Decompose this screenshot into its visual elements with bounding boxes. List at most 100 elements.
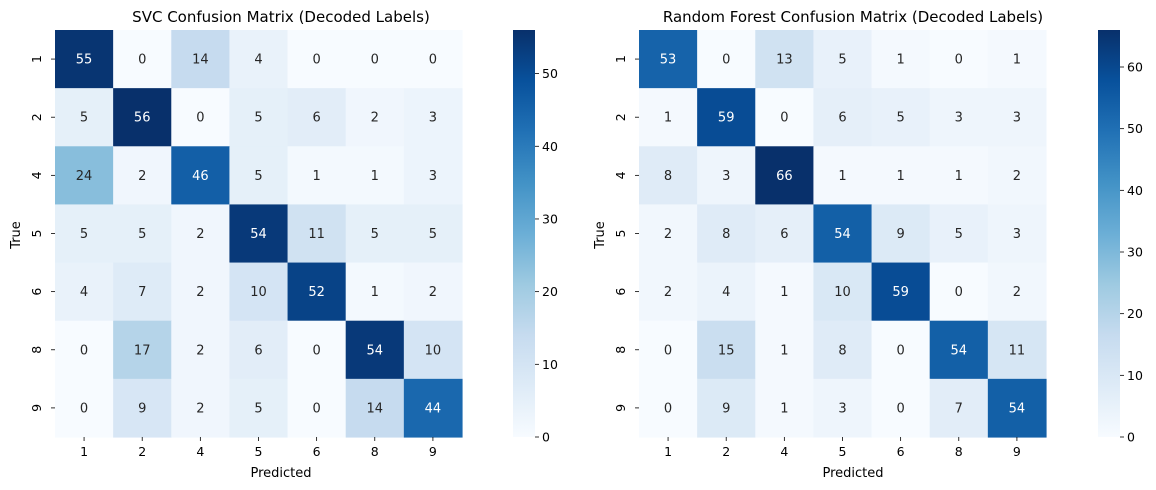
heatmap-cell [929,204,989,264]
colorbar-tick-label: 50 [542,66,558,81]
heatmap-cell [403,378,463,438]
heatmap-cell [171,146,231,206]
heatmap-cell [113,88,172,147]
cell-value-label: 1 [838,169,846,184]
heatmap-cell [755,204,815,264]
heatmap-cell [813,30,873,89]
y-tick-label: 4 [613,171,628,179]
cell-value-label: 2 [1013,169,1021,184]
cell-value-label: 0 [80,343,88,358]
cell-value-label: 44 [425,401,442,416]
cell-value-label: 46 [192,169,209,184]
cell-value-label: 2 [196,285,204,300]
heatmap-cell [697,204,756,264]
colorbar-tick-label: 20 [542,284,558,299]
colorbar-tick-label: 10 [1127,368,1143,383]
colorbar-tick-label: 20 [1127,306,1143,321]
heatmap-cell [113,146,172,206]
cell-value-label: 11 [1009,343,1026,358]
heatmap-cell [987,204,1047,264]
cell-value-label: 1 [780,401,788,416]
cell-value-label: 53 [660,53,677,68]
heatmap-cell [229,378,289,438]
cell-value-label: 1 [780,285,788,300]
heatmap-cell [929,146,989,206]
cell-value-label: 3 [429,169,437,184]
heatmap-cell [229,320,289,380]
svc-confusion-matrix: SVC Confusion Matrix (Decoded Labels) 5 5… [9,8,558,481]
colorbar-gradient [513,30,535,437]
heatmap-cell [813,378,873,438]
heatmap-cell [345,30,405,89]
heatmap-cell [229,204,289,264]
cell-value-label: 0 [312,401,320,416]
heatmap-cell [55,320,114,380]
y-tick-label: 8 [29,346,44,354]
heatmap-cell [345,88,405,147]
y-tick-label: 4 [29,171,44,179]
cell-value-label: 6 [312,111,320,126]
cell-value-label: 0 [138,53,146,68]
heatmap-cell [929,262,989,322]
cell-value-label: 5 [138,227,146,242]
cell-value-label: 5 [371,227,379,242]
heatmap-cell [55,378,114,438]
heatmap-cells: 53 0 13 5 1 0 11 59 0 6 5 3 38 3 66 1 1 1 22 8 6 54 9 5 32 4 1 10 59… [639,30,1047,438]
cell-value-label: 4 [722,285,730,300]
cell-value-label: 7 [138,285,146,300]
cell-value-label: 0 [664,401,672,416]
heatmap-cell [113,378,172,438]
heatmap-cell [171,378,231,438]
cell-value-label: 8 [722,227,730,242]
x-axis-label: Predicted [822,466,883,481]
y-tick-label: 9 [29,404,44,412]
cell-value-label: 10 [425,343,442,358]
cell-value-label: 6 [780,227,788,242]
cell-value-label: 2 [196,401,204,416]
heatmap-cell [345,262,405,322]
heatmap-cell [171,30,231,89]
cell-value-label: 8 [664,169,672,184]
y-tick-label: 1 [613,55,628,63]
colorbar: 0 10 20 30 40 50 60 [1098,30,1143,445]
heatmap-cell [697,146,756,206]
colorbar-tick-label: 0 [542,430,550,445]
cell-value-label: 9 [722,401,730,416]
chart-title: SVC Confusion Matrix (Decoded Labels) [132,8,430,26]
heatmap-cell [55,146,114,206]
heatmap-cell [55,262,114,322]
heatmap-cell [403,88,463,147]
y-tick-label: 6 [29,288,44,296]
heatmap-cell [229,30,289,89]
cell-value-label: 1 [896,169,904,184]
random-forest-confusion-matrix: Random Forest Confusion Matrix (Decoded … [593,8,1143,481]
heatmap-cell [929,378,989,438]
cell-value-label: 59 [892,285,909,300]
heatmap-cell [345,378,405,438]
cell-value-label: 0 [955,53,963,68]
heatmap-cell [403,30,463,89]
heatmap-cell [871,320,931,380]
cell-value-label: 0 [896,401,904,416]
cell-value-label: 3 [1013,227,1021,242]
cell-value-label: 2 [664,285,672,300]
cell-value-label: 5 [80,227,88,242]
heatmap-cell [171,204,231,264]
cell-value-label: 0 [664,343,672,358]
cell-value-label: 2 [429,285,437,300]
y-axis-ticks: 1 2 4 5 6 8 9 [613,55,639,412]
heatmap-cells: 55 0 14 4 0 0 05 56 0 5 6 2 324 2 46 5 1 1 35 5 2 54 11 5 54 7 2 10… [55,30,463,438]
heatmap-cell [287,204,347,264]
cell-value-label: 1 [896,53,904,68]
heatmap-cell [229,88,289,147]
y-tick-label: 9 [613,404,628,412]
heatmap-cell [55,88,114,147]
colorbar-tick-label: 40 [542,139,558,154]
cell-value-label: 0 [429,53,437,68]
heatmap-cell [113,262,172,322]
heatmap-cell [697,378,756,438]
y-tick-label: 1 [29,55,44,63]
cell-value-label: 2 [138,169,146,184]
heatmap-cell [113,30,172,89]
cell-value-label: 1 [312,169,320,184]
